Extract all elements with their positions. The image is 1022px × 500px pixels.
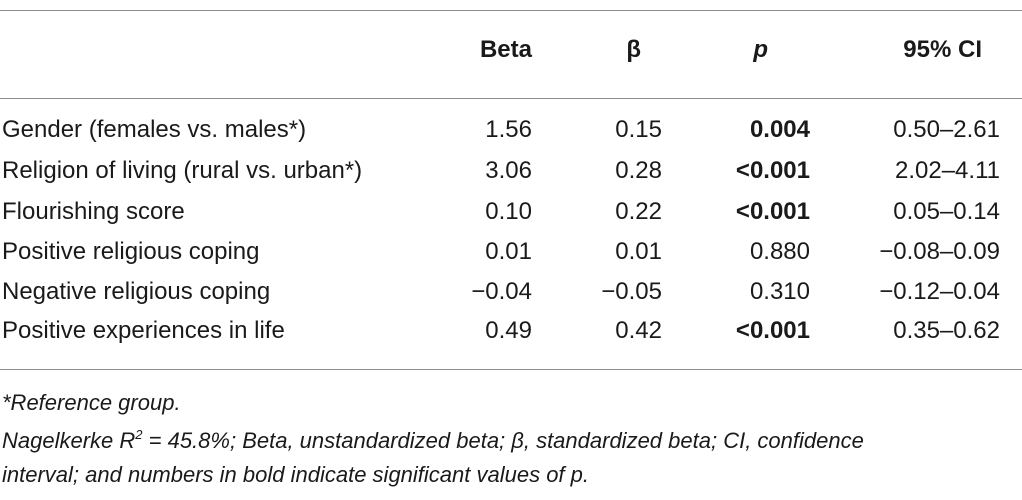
footnote-r2-rest: = 45.8%; Beta, unstandardized beta; β, s… xyxy=(142,428,864,453)
row-p-value: <0.001 xyxy=(735,198,810,225)
row-ci: −0.08–0.09 xyxy=(879,238,1000,265)
footnote-r2-prefix: Nagelkerke R xyxy=(2,428,136,453)
row-std-beta: 0.42 xyxy=(615,317,662,344)
row-std-beta: 0.15 xyxy=(615,116,662,143)
table-top-rule xyxy=(0,10,1022,11)
header-std-beta: β xyxy=(626,36,641,63)
row-beta: 0.10 xyxy=(485,198,532,225)
row-label: Negative religious coping xyxy=(2,278,271,305)
row-beta: 1.56 xyxy=(485,116,532,143)
row-ci: −0.12–0.04 xyxy=(879,278,1000,305)
row-std-beta: 0.01 xyxy=(615,238,662,265)
row-std-beta: 0.22 xyxy=(615,198,662,225)
row-p-value: 0.310 xyxy=(749,278,810,305)
header-ci: 95% CI xyxy=(903,36,982,63)
row-p-value: 0.880 xyxy=(749,238,810,265)
row-std-beta: −0.05 xyxy=(601,278,662,305)
footnote-interval: interval; and numbers in bold indicate s… xyxy=(2,462,590,487)
row-beta: 3.06 xyxy=(485,157,532,184)
row-label: Gender (females vs. males*) xyxy=(2,116,307,143)
row-std-beta: 0.28 xyxy=(615,157,662,184)
row-p-value: 0.004 xyxy=(749,116,810,143)
header-beta: Beta xyxy=(479,36,532,63)
footnote-model-stats: Nagelkerke R2 = 45.8%; Beta, unstandardi… xyxy=(2,424,864,458)
footnote-r2-superscript: 2 xyxy=(135,427,143,442)
row-p-value: <0.001 xyxy=(735,317,810,344)
row-label: Religion of living (rural vs. urban*) xyxy=(2,157,363,184)
row-beta: −0.04 xyxy=(471,278,532,305)
row-beta: 0.01 xyxy=(485,238,532,265)
row-label: Flourishing score xyxy=(2,198,185,225)
table-bottom-rule xyxy=(0,369,1022,370)
row-ci: 2.02–4.11 xyxy=(895,157,1000,184)
row-ci: 0.05–0.14 xyxy=(893,198,1000,225)
row-label: Positive experiences in life xyxy=(2,317,285,344)
table-header-rule xyxy=(0,98,1022,99)
row-ci: 0.50–2.61 xyxy=(893,116,1000,143)
row-beta: 0.49 xyxy=(485,317,532,344)
row-p-value: <0.001 xyxy=(735,157,810,184)
footnote-reference: *Reference group. xyxy=(2,390,181,415)
row-ci: 0.35–0.62 xyxy=(893,317,1000,344)
header-p: p xyxy=(753,36,768,63)
row-label: Positive religious coping xyxy=(2,238,260,265)
